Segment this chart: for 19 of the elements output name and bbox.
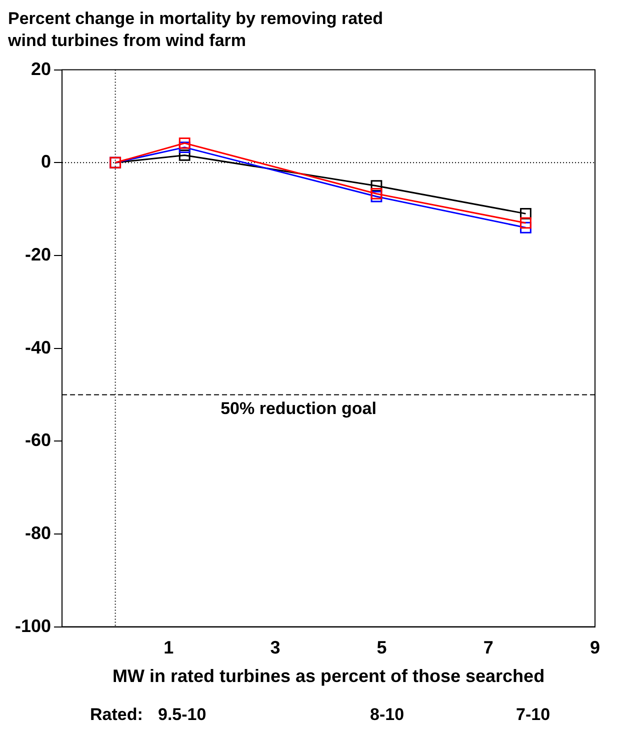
x-tick-label: 9 bbox=[590, 638, 600, 658]
y-tick-label: -60 bbox=[25, 430, 52, 450]
x-tick-label: 7 bbox=[483, 638, 494, 658]
y-tick-label: -80 bbox=[25, 522, 52, 543]
x-tick-label: 5 bbox=[376, 638, 387, 658]
y-tick-label: 20 bbox=[30, 58, 52, 79]
text: 8-10 bbox=[370, 705, 404, 724]
text: 7-10 bbox=[516, 705, 550, 724]
x-axis-title: MW in rated turbines as percent of those searched bbox=[112, 666, 545, 686]
ref-line-label: 50% reduction goal bbox=[220, 398, 376, 418]
y-tick-label: -40 bbox=[25, 337, 52, 358]
text: 9.5-10 bbox=[158, 705, 206, 724]
x-tick-label: 1 bbox=[164, 638, 174, 658]
x-tick-label: 3 bbox=[270, 638, 280, 658]
y-tick-label: 0 bbox=[41, 152, 52, 172]
y-tick-label: -100 bbox=[14, 616, 52, 636]
chart-title: Percent change in mortality by removing rated wind turbines from wind farm bbox=[8, 8, 384, 52]
y-tick-label: -20 bbox=[25, 244, 52, 264]
text: Rated: bbox=[90, 705, 143, 724]
